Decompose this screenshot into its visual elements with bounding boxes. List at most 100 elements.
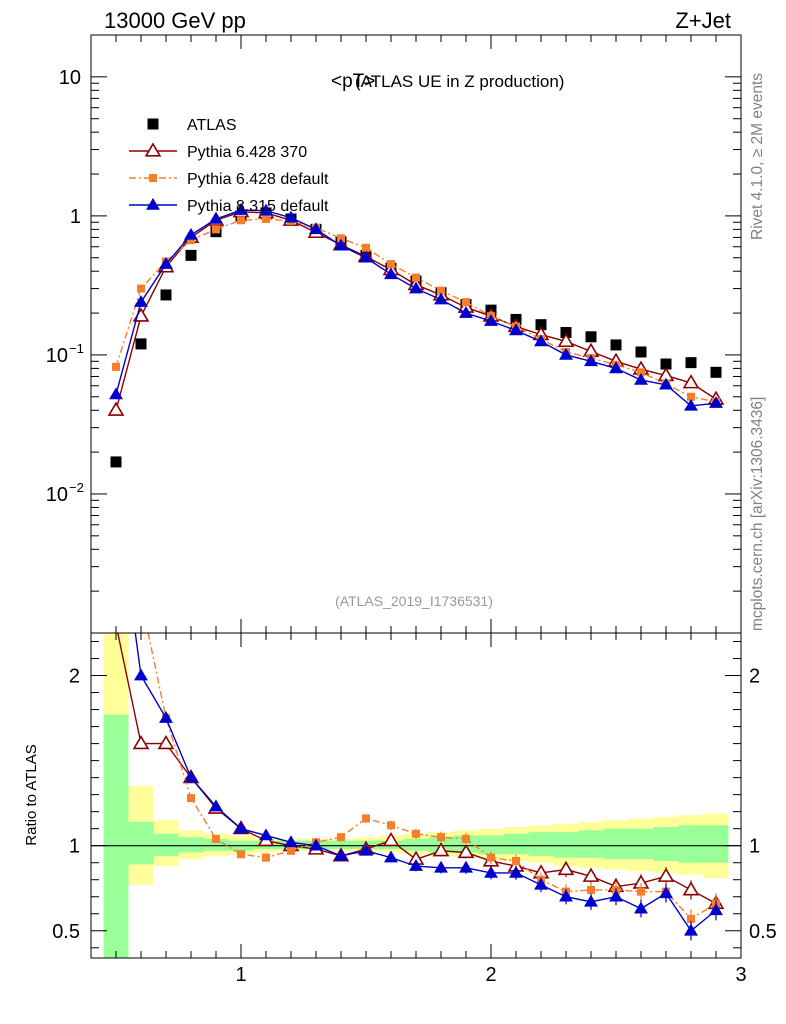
header-right-label: Z+Jet bbox=[675, 8, 731, 33]
ratio-data-point bbox=[582, 867, 600, 882]
legend-marker bbox=[149, 174, 157, 182]
ratio-plot-area bbox=[91, 195, 741, 958]
data-point bbox=[384, 267, 398, 280]
legend-label: Pythia 6.428 370 bbox=[187, 144, 307, 161]
ratio-data-point bbox=[284, 835, 298, 848]
ratio-y-tick-label: 2 bbox=[69, 666, 80, 688]
x-tick-label: 1 bbox=[235, 964, 246, 986]
legend-marker bbox=[144, 142, 162, 157]
data-point bbox=[110, 456, 122, 468]
data-point bbox=[682, 374, 700, 389]
ratio-data-point bbox=[459, 860, 473, 873]
x-tick-label: 3 bbox=[735, 964, 746, 986]
ratio-data-point bbox=[112, 195, 120, 203]
ratio-data-point bbox=[659, 886, 673, 899]
data-point bbox=[560, 326, 572, 338]
data-point bbox=[209, 211, 223, 224]
ratio-data-point bbox=[362, 814, 370, 823]
ratio-data-point bbox=[157, 734, 175, 750]
data-point bbox=[534, 334, 548, 347]
ratio-y-tick-labels: 2 2 1 1 0.5 0.5 bbox=[52, 666, 777, 943]
data-point bbox=[134, 294, 148, 307]
ratio-data-point bbox=[437, 833, 445, 842]
ratio-data-point bbox=[359, 843, 373, 856]
ratio-data-point bbox=[237, 850, 245, 859]
data-point bbox=[107, 401, 125, 416]
y-tick-label: 10 bbox=[59, 67, 81, 89]
data-point bbox=[184, 227, 198, 240]
data-point bbox=[309, 222, 323, 235]
data-point bbox=[509, 323, 523, 336]
ratio-data-point bbox=[262, 853, 270, 862]
y-tick-label-exponent: −2 bbox=[69, 480, 84, 495]
data-point bbox=[284, 210, 298, 223]
ratio-band-green bbox=[103, 714, 729, 958]
ratio-data-point bbox=[682, 881, 700, 896]
ratio-data-point bbox=[212, 834, 220, 843]
y-tick-label: 10 bbox=[46, 345, 68, 367]
ratio-series-2 bbox=[134, 633, 723, 941]
data-point bbox=[557, 332, 575, 348]
data-point bbox=[484, 314, 498, 326]
data-point bbox=[437, 286, 445, 295]
analysis-watermark: (ATLAS_2019_I1736531) bbox=[335, 593, 493, 609]
data-point bbox=[409, 281, 423, 294]
ratio-data-point bbox=[334, 848, 348, 861]
data-point bbox=[685, 357, 697, 369]
side-label-rivet: Rivet 4.1.0, ≥ 2M events bbox=[749, 73, 766, 240]
data-point bbox=[337, 234, 345, 243]
ratio-data-point bbox=[137, 595, 145, 603]
data-point bbox=[610, 339, 622, 351]
legend-label: Pythia 8.315 default bbox=[187, 198, 329, 215]
legend-entry-2: Pythia 6.428 default bbox=[129, 171, 329, 188]
ratio-data-point bbox=[134, 668, 148, 681]
ratio-data-point bbox=[587, 885, 595, 894]
data-point bbox=[137, 284, 145, 293]
chart-title-sub: (ATLAS UE in Z production) bbox=[355, 72, 564, 91]
data-point bbox=[187, 236, 195, 245]
y-tick-label: 1 bbox=[70, 206, 81, 228]
data-point bbox=[234, 203, 248, 215]
data-point bbox=[459, 306, 473, 318]
data-point bbox=[362, 243, 370, 252]
data-point bbox=[635, 346, 647, 358]
ratio-panel: 2 2 1 1 0.5 0.5 1 2 3 Ratio to ATLAS bbox=[23, 195, 777, 986]
ratio-data-point bbox=[484, 865, 498, 878]
ratio-data-point bbox=[187, 794, 195, 803]
chart-title-main: <pT> bbox=[331, 71, 375, 92]
data-point bbox=[185, 249, 197, 261]
ratio-data-point bbox=[687, 914, 695, 923]
data-point bbox=[359, 250, 373, 263]
ratio-data-point bbox=[609, 889, 623, 902]
ratio-data-point bbox=[184, 770, 198, 783]
ratio-data-point bbox=[584, 894, 598, 907]
data-point bbox=[334, 238, 348, 251]
ratio-y-axis-label: Ratio to ATLAS bbox=[23, 744, 40, 845]
ratio-series-line bbox=[147, 633, 717, 920]
ratio-y-tick-label-right: 2 bbox=[749, 666, 760, 688]
legend-entry-1: Pythia 6.428 370 bbox=[129, 142, 307, 161]
ratio-data-point bbox=[434, 860, 448, 873]
ratio-data-point bbox=[209, 799, 223, 812]
ratio-data-point bbox=[657, 867, 675, 882]
ratio-data-point bbox=[384, 850, 398, 863]
data-point bbox=[634, 372, 648, 385]
ratio-band-yellow bbox=[103, 633, 729, 958]
legend-entry-0: ATLAS bbox=[147, 117, 237, 134]
ratio-data-point bbox=[709, 903, 723, 916]
legend-label: Pythia 6.428 default bbox=[187, 171, 329, 188]
ratio-data-point bbox=[309, 838, 323, 851]
series-2 bbox=[112, 214, 720, 406]
ratio-data-point bbox=[487, 853, 495, 862]
ratio-y-tick-label-right: 1 bbox=[749, 836, 760, 858]
ratio-data-point bbox=[457, 843, 475, 859]
x-tick-label: 2 bbox=[485, 964, 496, 986]
ratio-y-tick-label: 1 bbox=[69, 836, 80, 858]
ratio-data-point bbox=[412, 829, 420, 838]
data-point bbox=[434, 292, 448, 305]
data-point bbox=[660, 358, 672, 370]
series-3 bbox=[109, 203, 723, 411]
data-point bbox=[259, 203, 273, 216]
